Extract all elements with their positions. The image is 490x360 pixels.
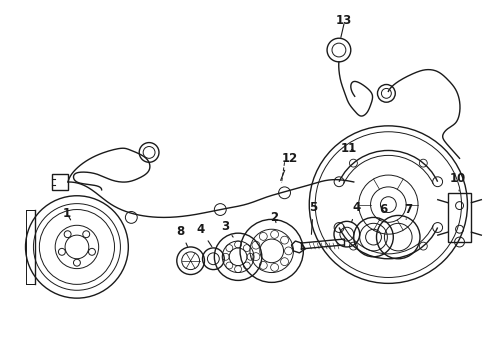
Text: 13: 13 xyxy=(336,14,352,27)
Text: 5: 5 xyxy=(309,201,318,234)
Text: 4: 4 xyxy=(352,201,361,222)
Text: 10: 10 xyxy=(449,171,466,191)
Text: 8: 8 xyxy=(176,225,188,246)
Text: 2: 2 xyxy=(270,211,279,224)
Text: 11: 11 xyxy=(341,142,357,155)
Text: 7: 7 xyxy=(404,203,412,219)
Text: 3: 3 xyxy=(221,220,233,237)
Text: 12: 12 xyxy=(281,152,297,180)
Text: 1: 1 xyxy=(63,207,71,220)
Text: 4: 4 xyxy=(196,223,212,247)
Text: 6: 6 xyxy=(379,203,388,220)
